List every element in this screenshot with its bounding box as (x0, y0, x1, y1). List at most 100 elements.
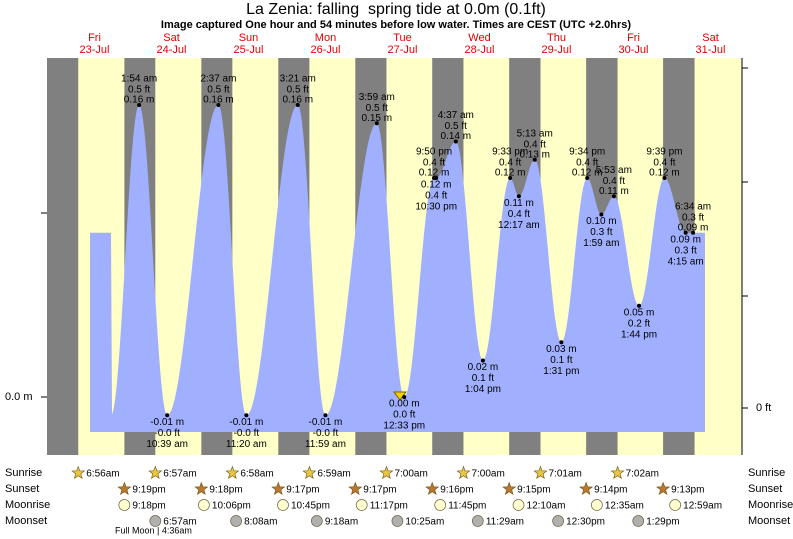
sunset-time: 9:16pm (440, 485, 473, 496)
day-name: Fri (88, 32, 101, 44)
tide-point (323, 413, 328, 418)
tide-feet: -0.0 ft (234, 428, 260, 439)
tide-point (637, 303, 642, 308)
moonset-time: 11:29am (486, 517, 524, 528)
tide-point (480, 358, 485, 363)
tide-feet: 0.4 ft (425, 191, 447, 202)
tide-point (453, 139, 458, 144)
row-label: Moonrise (5, 499, 50, 511)
moonset-icon (471, 515, 484, 527)
tide-metres: 0.16 m (203, 95, 234, 106)
sunset-time: 9:19pm (132, 485, 165, 496)
tide-metres: 0.09 m (678, 222, 709, 233)
tide-feet: 0.5 ft (445, 121, 467, 132)
tide-metres: 0.12 m (419, 168, 450, 179)
tide-metres: 0.09 m (670, 234, 701, 245)
tide-metres: 0.00 m (389, 399, 420, 410)
tide-metres: 0.03 m (546, 344, 577, 355)
y2-tick-label: 0 ft (756, 402, 771, 414)
day-date: 25-Jul (234, 44, 264, 56)
row-label: Sunset (5, 483, 39, 495)
day-name: Wed (468, 32, 490, 44)
sunset-time: 9:18pm (209, 485, 242, 496)
day-name: Thu (547, 32, 566, 44)
moonset-time: 12:30pm (566, 517, 605, 528)
row-label: Moonrise (748, 499, 793, 511)
moonrise-time: 10:45pm (291, 501, 330, 512)
sunrise-icon (456, 465, 471, 480)
sunrise-time: 6:58am (240, 469, 273, 480)
y-tick-label: 0.0 m (5, 391, 33, 403)
tide-metres: 0.12 m (421, 180, 452, 191)
tide-layer (90, 105, 705, 432)
moonset-time: 6:57am (163, 517, 196, 528)
tide-point (402, 395, 407, 399)
tide-time: 1:31 pm (543, 366, 579, 377)
tide-feet: 0.2 ft (628, 318, 650, 329)
day-date: 26-Jul (311, 44, 341, 56)
moonset-time: 8:08am (244, 517, 277, 528)
row-label: Sunrise (5, 467, 42, 479)
sunset-icon (117, 481, 132, 496)
moonset-icon (310, 515, 323, 527)
tide-feet: 0.5 ft (287, 85, 309, 96)
tide-time: 5:53 am (596, 165, 632, 176)
sunrise-icon (302, 465, 317, 480)
moonrise-time: 9:18pm (132, 501, 165, 512)
tide-feet: 0.4 ft (576, 158, 598, 169)
tide-feet: 0.5 ft (207, 85, 229, 96)
tide-metres: 0.02 m (468, 362, 499, 373)
moonset-icon (230, 515, 242, 527)
sunset-time: 9:13pm (671, 485, 704, 496)
tide-time: 11:59 am (305, 439, 346, 450)
moonrise-time: 12:59am (683, 501, 722, 512)
tide-metres: 0.12 m (649, 168, 680, 179)
tide-time: 9:50 pm (416, 147, 452, 158)
tide-time: 3:59 am (359, 92, 395, 103)
tide-metres: 0.11 m (504, 198, 534, 209)
tide-point (611, 194, 616, 199)
tide-point (559, 340, 564, 345)
tide-time: 10:30 pm (415, 202, 457, 213)
tide-time: 3:21 am (280, 74, 316, 85)
tide-feet: -0.0 ft (154, 428, 180, 439)
moonset-icon (391, 515, 404, 527)
sunrise-time: 7:02am (626, 469, 659, 480)
sunrise-time: 7:01am (549, 469, 582, 480)
tide-metres: 0.11 m (599, 186, 629, 197)
sunrise-time: 7:00am (394, 469, 427, 480)
tide-time: 5:13 am (517, 128, 553, 139)
tide-point (691, 230, 696, 235)
moonrise-time: 10:06pm (212, 501, 251, 512)
moonset-time: 10:25am (405, 517, 444, 528)
sunset-time: 9:14pm (594, 485, 627, 496)
sunset-icon (348, 481, 363, 496)
tide-feet: 0.4 ft (423, 158, 445, 169)
tide-feet: 0.4 ft (653, 158, 675, 169)
tide-feet: 0.4 ft (603, 176, 625, 187)
sunset-icon (656, 481, 671, 496)
chart-subtitle: Image captured One hour and 54 minutes b… (161, 19, 632, 31)
tide-feet: 0.4 ft (508, 209, 530, 220)
moonrise-icon (591, 499, 603, 511)
moon-phase: Full Moon | 4:36am (115, 525, 192, 535)
moonrise-icon (277, 499, 289, 511)
tide-area (90, 105, 705, 432)
tide-time: 4:37 am (438, 110, 474, 121)
tide-point (585, 176, 590, 180)
moonset-time: 9:18am (325, 517, 358, 528)
row-label: Sunrise (748, 467, 785, 479)
sunset-time: 9:17pm (286, 485, 319, 496)
tide-point (683, 230, 688, 235)
tide-time: 12:33 pm (383, 421, 425, 432)
sunset-icon (271, 481, 286, 496)
tide-metres: -0.01 m (150, 417, 184, 428)
tide-point (662, 176, 667, 180)
tide-point (434, 176, 439, 180)
sunrise-icon (71, 465, 86, 480)
labels: Fri23-JulSat24-JulSun25-JulMon26-JulTue2… (5, 32, 793, 535)
tide-time: 12:17 am (498, 220, 540, 231)
day-name: Sat (702, 32, 719, 44)
tide-metres: 0.13 m (519, 149, 550, 160)
day-name: Sun (239, 32, 259, 44)
